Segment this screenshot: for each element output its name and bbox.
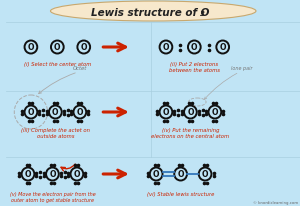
Text: O: O [80,43,87,52]
Text: O: O [212,108,218,117]
Text: (vi) Stable lewis structure: (vi) Stable lewis structure [147,191,214,196]
Text: O: O [25,170,31,179]
Text: O: O [54,43,61,52]
Text: (i) Select the center atom: (i) Select the center atom [24,62,91,67]
Text: O: O [163,43,169,52]
Text: O: O [191,43,198,52]
Text: O: O [163,108,169,117]
Text: © knordislearning.com: © knordislearning.com [253,200,298,204]
Text: O: O [153,170,159,179]
Ellipse shape [50,2,256,22]
Text: O: O [187,108,194,117]
Text: Lewis structure of O: Lewis structure of O [91,7,209,18]
Text: (iv) Put the remaining
electrons on the central atom: (iv) Put the remaining electrons on the … [151,127,230,138]
Text: (ii) Put 2 electrons
between the atoms: (ii) Put 2 electrons between the atoms [169,62,220,73]
Text: O: O [52,108,58,117]
Text: O: O [219,43,226,52]
Text: (iii) Complete the actet on
outside atoms: (iii) Complete the actet on outside atom… [21,127,90,138]
Text: O: O [28,43,34,52]
Text: lone pair: lone pair [230,66,252,71]
Text: O: O [76,108,83,117]
Text: O: O [74,170,80,179]
Text: 3: 3 [200,12,205,18]
Text: Octet: Octet [73,66,87,71]
Text: O: O [28,108,34,117]
Text: (v) Move the electron pair from the
outer atom to get stable structure: (v) Move the electron pair from the oute… [10,191,95,202]
Text: O: O [49,170,56,179]
Text: O: O [177,170,184,179]
Text: O: O [202,170,208,179]
